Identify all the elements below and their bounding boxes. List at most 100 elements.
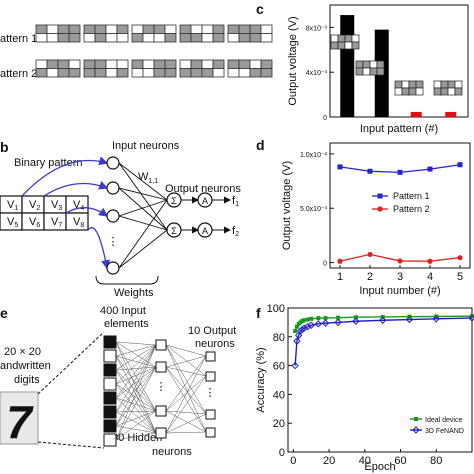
connection-line: [115, 355, 157, 412]
x-tick-label-f: 0: [290, 455, 296, 467]
connection-line: [165, 366, 207, 377]
icon-cell: [355, 67, 364, 76]
y-tick-label-c: 4x10⁻³: [306, 70, 328, 77]
connection-line: [115, 355, 157, 434]
hidden-neuron: [155, 405, 167, 417]
input-element: [103, 391, 117, 405]
plot-frame-c: [329, 4, 469, 118]
connection-line: [165, 344, 207, 377]
point-f: [352, 317, 360, 325]
weights-bracket: [95, 275, 159, 285]
pattern-cell: [83, 33, 96, 43]
icon-cell: [362, 60, 371, 69]
v-cell-label: V5: [7, 216, 18, 229]
input-elements-label-1: 400 Input: [100, 305, 146, 317]
pattern-grids: [35, 24, 273, 78]
pattern-cell: [35, 33, 48, 43]
input-arrow: [65, 207, 109, 217]
connection-line: [165, 410, 207, 415]
pattern-cell: [105, 24, 118, 34]
panel-f: f 0 20 40 60 80 100 0 20 40 60 80 Ideal device 3D Fe…: [255, 303, 474, 473]
y-tick-label-c: 8x10⁻³: [306, 25, 328, 32]
digits-label: digits: [14, 374, 40, 386]
pattern-cell: [179, 24, 192, 34]
connection-line: [165, 375, 207, 412]
x-tick-label-d: 5: [457, 271, 463, 283]
weight-line: [118, 229, 168, 269]
x-tick-label-f: 40: [359, 455, 371, 467]
x-axis-label-c: Input pattern (#): [360, 123, 438, 135]
y-axis-label-d: Output voltage (V): [281, 161, 293, 250]
point-f: [293, 329, 298, 334]
connection-line: [115, 383, 157, 412]
panel-c: c 0 4x10⁻³ 8x10⁻³ Input pattern (#) Output v…: [256, 1, 469, 135]
point-d: [337, 258, 343, 264]
bar-pattern-icon: [433, 80, 463, 96]
connection-line: [165, 355, 207, 368]
y-axis-label-c: Output voltage (V): [287, 16, 299, 105]
bar-pattern-icon: [355, 60, 385, 76]
point-d: [367, 168, 373, 174]
icon-cell: [355, 60, 364, 69]
pattern-cell: [212, 24, 225, 34]
icon-cell: [394, 80, 403, 89]
point-f: [300, 324, 308, 332]
input-neuron: [106, 209, 120, 223]
input-neuron: [106, 261, 120, 275]
icon-cell: [433, 80, 442, 89]
v-cell-label: V2: [29, 199, 40, 212]
point-f: [334, 318, 342, 327]
pattern-cell: [142, 59, 155, 69]
pattern-cell: [190, 33, 203, 43]
icon-cell: [408, 87, 417, 96]
input-arrow: [21, 156, 109, 197]
point-d: [397, 169, 403, 175]
icon-cell: [408, 80, 417, 89]
icon-cell: [337, 41, 346, 50]
input-neuron: [106, 181, 120, 195]
connection-line: [115, 410, 157, 413]
weight-line: [118, 162, 168, 231]
point-f: [294, 324, 299, 329]
icon-cell: [351, 41, 360, 50]
pattern-cell: [46, 33, 59, 43]
pattern-cell: [57, 24, 70, 34]
point-f: [432, 315, 440, 323]
connection-line: [115, 341, 157, 368]
plot-frame-f: [287, 307, 473, 453]
pattern-cell: [249, 68, 262, 78]
pattern-cell: [46, 24, 59, 34]
x-tick-label-d: 4: [427, 271, 433, 283]
bar-c: [445, 111, 457, 117]
pattern-cell: [35, 59, 48, 69]
connection-line: [115, 410, 157, 441]
output-neuron: [205, 427, 216, 438]
v-cell-label: V1: [7, 199, 18, 212]
icon-cell: [376, 67, 385, 76]
pattern-grid: [35, 24, 81, 43]
pattern-cell: [131, 68, 144, 78]
weight-line: [118, 187, 168, 201]
activation-symbol: A: [202, 196, 208, 206]
point-f: [307, 321, 315, 329]
pattern-cell: [94, 68, 107, 78]
icon-cell: [440, 87, 449, 96]
pattern-cell: [83, 24, 96, 34]
point-f: [323, 316, 328, 321]
pattern-grid: [227, 24, 273, 43]
pattern-cell: [142, 68, 155, 78]
weights-label: Weights: [114, 287, 154, 299]
pattern-cell: [57, 59, 70, 69]
x-tick-label-f: 20: [323, 455, 335, 467]
point-d: [457, 162, 463, 168]
pattern-grid: [227, 59, 273, 78]
output-f-label: f2: [232, 225, 239, 238]
point-f: [305, 317, 310, 322]
weight-line: [118, 162, 168, 201]
connection-line: [115, 366, 157, 413]
input-element: [103, 349, 117, 363]
pattern-cell: [46, 68, 59, 78]
pattern-cell: [94, 24, 107, 34]
x-axis-label-f: Epoch: [364, 461, 395, 473]
